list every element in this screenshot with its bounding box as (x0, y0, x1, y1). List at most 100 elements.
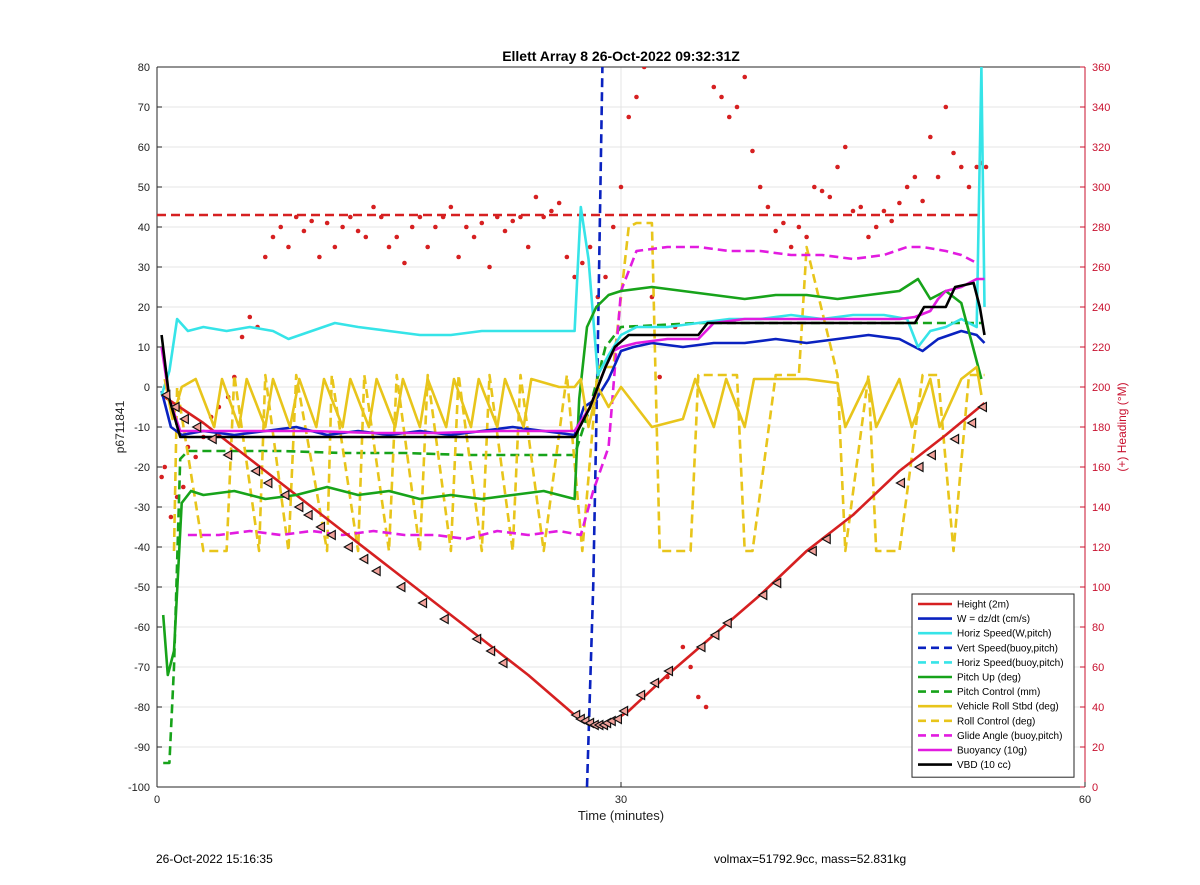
heading-point (324, 220, 330, 226)
heading-point (889, 218, 894, 224)
heading-point (819, 188, 825, 194)
heading-point (371, 204, 376, 210)
x-axis-label: Time (minutes) (578, 808, 664, 823)
y-tick-label: 60 (138, 142, 150, 154)
heading-point (394, 234, 400, 240)
heading-point (487, 264, 492, 270)
heading-point (479, 220, 485, 226)
height-arrow-marker (820, 533, 831, 545)
heading-point (657, 374, 662, 380)
legend-box (911, 593, 1075, 778)
y-tick-label: -100 (128, 782, 150, 794)
heading-point (935, 174, 941, 180)
heading-point (409, 224, 415, 230)
heading-point (502, 228, 508, 234)
y2-tick-label: 200 (1092, 382, 1110, 394)
heading-point (951, 150, 956, 156)
heading-point (425, 244, 430, 250)
heading-point (270, 234, 276, 240)
heading-point (603, 274, 608, 280)
height-arrow-marker (895, 477, 906, 489)
heading-point (610, 224, 616, 230)
heading-point (533, 194, 539, 200)
heading-point (417, 214, 423, 220)
height-arrow-marker (757, 589, 768, 601)
legend-entry-label: Pitch Control (mm) (957, 687, 1040, 698)
heading-point (726, 114, 732, 120)
series-line-roll-control-deg (172, 221, 985, 553)
height-arrow-marker (977, 401, 988, 413)
y-tick-label: -40 (134, 542, 150, 554)
height-arrow-marker (663, 665, 674, 677)
heading-point (943, 104, 949, 110)
height-arrow-marker (262, 477, 273, 489)
y2-axis-label: (+) Heading (°M) (1115, 382, 1129, 471)
legend-entry-label: VBD (10 cc) (957, 760, 1011, 771)
height-arrow-marker (302, 509, 313, 521)
height-arrow-marker (485, 645, 496, 657)
heading-point (239, 334, 245, 340)
heading-point (711, 84, 717, 90)
heading-point (332, 244, 338, 250)
legend-entry-label: Horiz Speed(W,pitch) (957, 629, 1051, 640)
y2-tick-label: 100 (1092, 582, 1110, 594)
heading-point (974, 164, 980, 170)
height-arrow-marker (370, 565, 381, 577)
series-line-pitch-up-deg (161, 277, 983, 677)
y-tick-label: 80 (138, 62, 150, 74)
heading-point (904, 184, 910, 190)
height-arrow-marker (721, 617, 732, 629)
legend: Height (2m) W = dz/dt (cm/s) Horiz Speed(W… (911, 593, 1075, 778)
heading-point (866, 234, 871, 240)
height-arrow-marker (570, 709, 581, 721)
height-arrow-marker (358, 553, 369, 565)
height-arrow-marker (949, 433, 960, 445)
height-arrow-marker (438, 613, 449, 625)
heading-point (897, 200, 902, 206)
height-arrow-marker (966, 417, 977, 429)
heading-point (309, 218, 314, 224)
heading-point (301, 228, 307, 234)
heading-point (159, 474, 164, 480)
heading-point (340, 224, 345, 230)
footer-timestamp: 26-Oct-2022 15:16:35 (156, 852, 273, 866)
height-arrow-marker (618, 705, 629, 717)
y-tick-label: -80 (134, 702, 150, 714)
heading-point (363, 234, 369, 240)
legend-entry-label: Vehicle Roll Stbd (deg) (957, 702, 1059, 713)
y-tick-label: -50 (134, 582, 150, 594)
height-arrow-marker (343, 541, 353, 553)
heading-point (618, 184, 624, 190)
height-arrow-marker (612, 713, 623, 725)
heading-point (719, 94, 724, 100)
y2-tick-label: 80 (1092, 622, 1104, 634)
heading-point (564, 254, 570, 260)
y2-tick-label: 160 (1092, 462, 1110, 474)
y2-tick-label: 120 (1092, 542, 1110, 554)
y2-tick-label: 300 (1092, 182, 1110, 194)
heading-point (262, 254, 268, 260)
height-arrow-marker (771, 577, 782, 589)
heading-point (433, 224, 438, 230)
height-arrow-marker (395, 581, 406, 593)
heading-point (703, 704, 709, 710)
heading-point (788, 244, 794, 250)
heading-point (881, 208, 887, 214)
y-tick-label: 10 (138, 342, 150, 354)
heading-point (827, 194, 833, 200)
heading-point (634, 94, 639, 100)
height-arrow-marker (206, 433, 217, 445)
y-tick-label: -70 (134, 662, 150, 674)
height-arrow-marker (497, 657, 508, 669)
height-arrow-marker (160, 389, 171, 401)
height-arrow-marker (926, 449, 936, 461)
heading-point (928, 134, 933, 140)
series-line-horiz-speed-w-pitch (160, 67, 986, 396)
y2-tick-label: 60 (1092, 662, 1104, 674)
y2-tick-label: 340 (1092, 102, 1110, 114)
heading-point (510, 218, 516, 224)
heading-point (587, 244, 593, 250)
heading-point (525, 244, 531, 250)
y2-tick-label: 180 (1092, 422, 1110, 434)
